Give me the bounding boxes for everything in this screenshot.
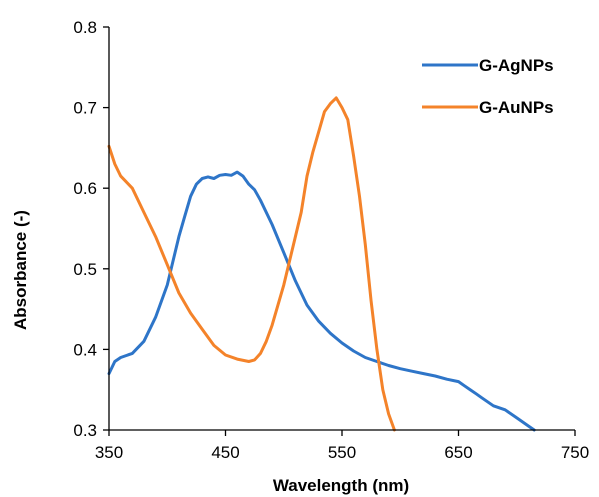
y-tick-label: 0.4 bbox=[73, 340, 97, 359]
series-layer bbox=[107, 96, 536, 432]
x-tick-label: 350 bbox=[95, 443, 123, 462]
legend: G-AgNPs G-AuNPs bbox=[422, 56, 554, 117]
x-tick-label: 450 bbox=[211, 443, 239, 462]
x-tick-label: 650 bbox=[444, 443, 472, 462]
series-line-g-agnps bbox=[107, 170, 536, 432]
legend-label-g-agnps: G-AgNPs bbox=[479, 56, 554, 75]
x-tick-label: 550 bbox=[328, 443, 356, 462]
y-tick-label: 0.7 bbox=[73, 99, 97, 118]
y-tick-label: 0.8 bbox=[73, 18, 97, 37]
y-axis-title: Absorbance (-) bbox=[11, 210, 30, 330]
legend-label-g-aunps: G-AuNPs bbox=[479, 98, 554, 117]
y-tick-label: 0.5 bbox=[73, 260, 97, 279]
y-tick-label: 0.3 bbox=[73, 421, 97, 440]
x-axis-title: Wavelength (nm) bbox=[273, 476, 409, 495]
series-line-g-aunps bbox=[107, 96, 396, 432]
x-tick-label: 750 bbox=[561, 443, 589, 462]
axes-layer: 350 450 550 650 750 0.3 0.4 0.5 0.6 0.7 0.8 bbox=[73, 18, 589, 462]
y-tick-label: 0.6 bbox=[73, 179, 97, 198]
